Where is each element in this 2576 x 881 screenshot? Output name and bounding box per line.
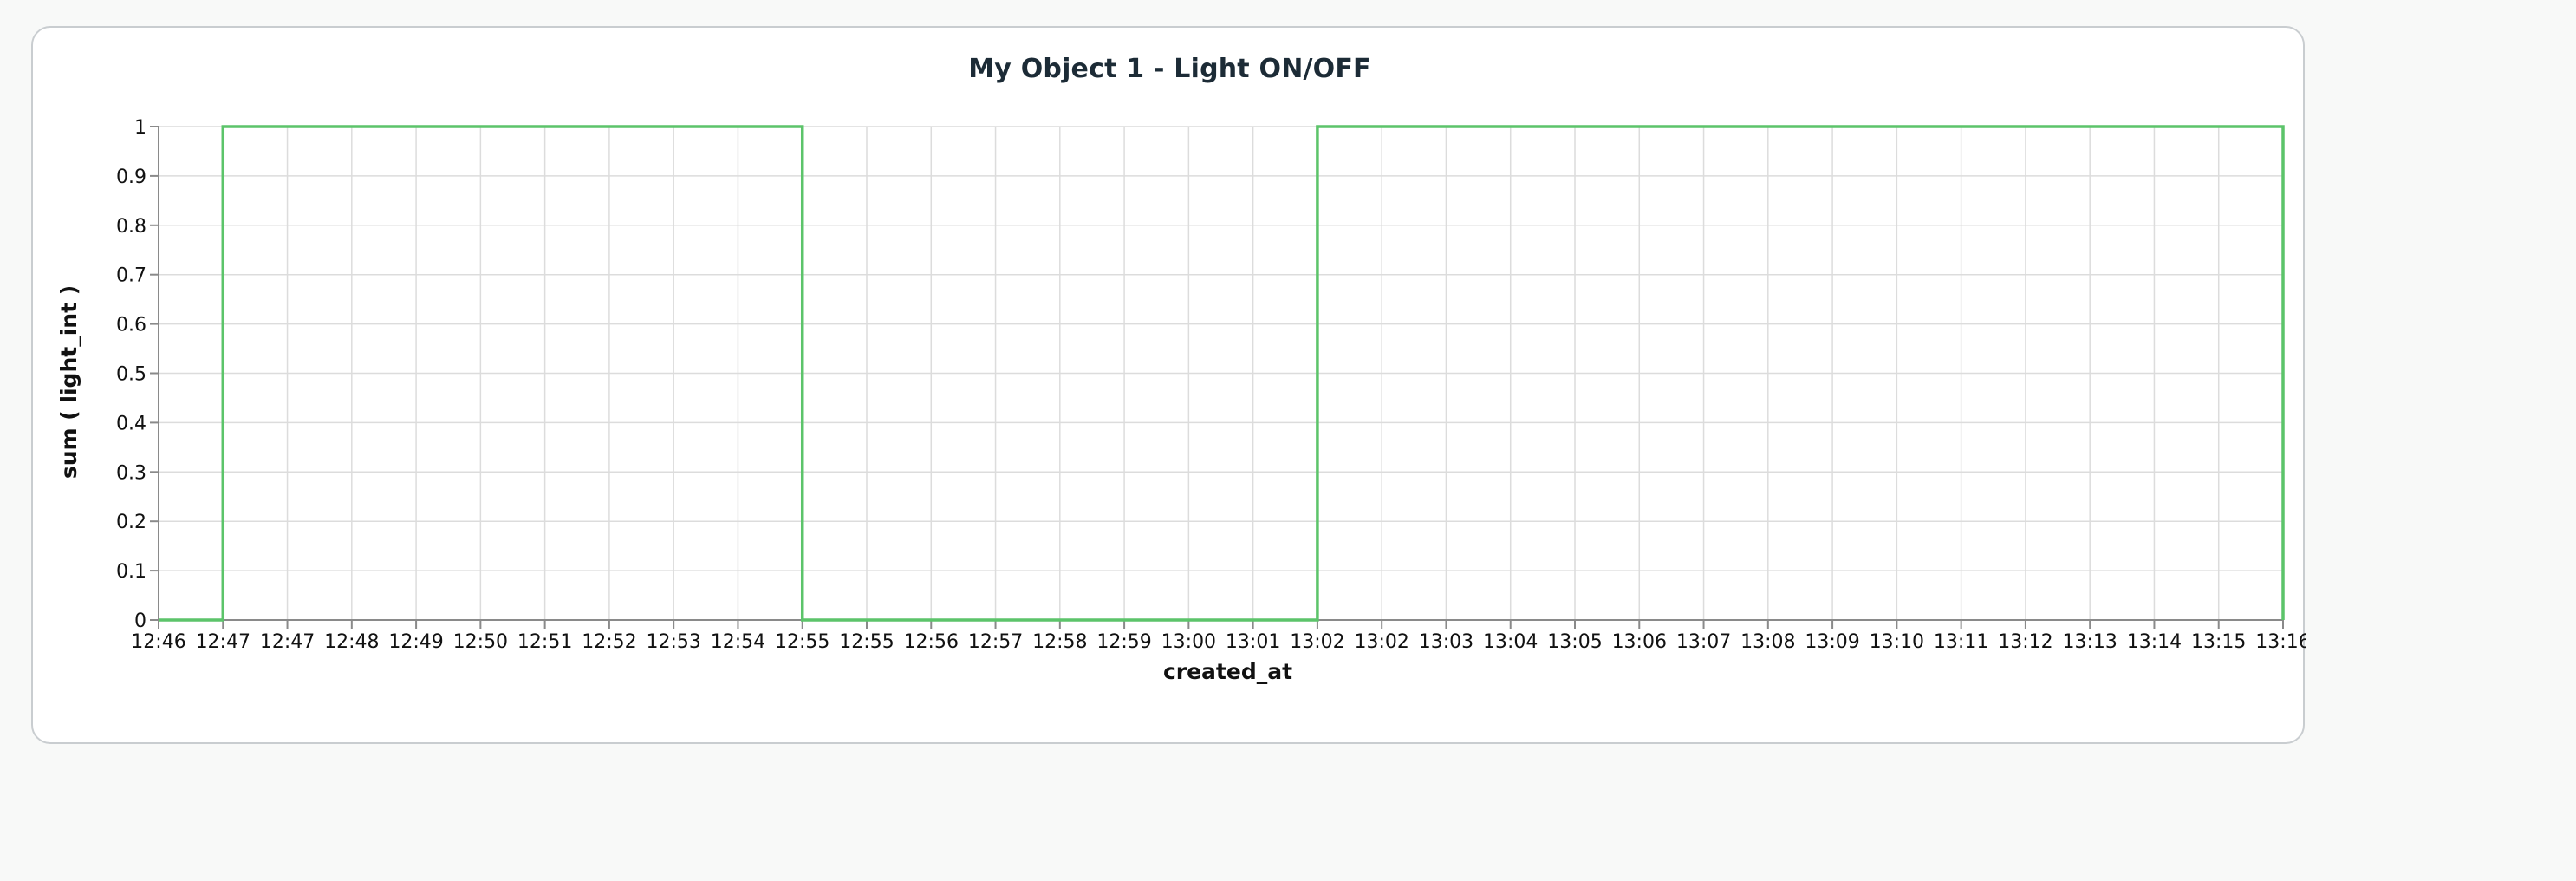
x-tick-label: 13:03 — [1419, 631, 1473, 653]
x-tick-label: 13:05 — [1547, 631, 1602, 653]
x-tick-label: 13:13 — [2062, 631, 2117, 653]
y-tick-label: 0.9 — [116, 166, 146, 188]
x-axis-title: created_at — [1163, 659, 1292, 684]
x-tick-label: 13:09 — [1805, 631, 1859, 653]
x-tick-label: 13:02 — [1354, 631, 1408, 653]
y-tick-label: 0.8 — [116, 216, 146, 238]
line-chart: 0 0.1 0.2 0.3 0.4 0.5 0.6 0.7 0.8 0.9 1 12:46 12:47 1… — [56, 117, 2306, 684]
y-tick-label: 0.5 — [116, 364, 146, 386]
x-tick-label: 13:12 — [1998, 631, 2052, 653]
chart-card: My Object 1 - Light ON/OFF 0 0.1 0.2 0.3 0.4… — [31, 26, 2306, 744]
x-tick-label: 12:56 — [904, 631, 959, 653]
y-tick-label: 0 — [134, 610, 146, 632]
x-tick-label: 12:47 — [260, 631, 315, 653]
x-tick-label: 13:15 — [2191, 631, 2246, 653]
x-tick-label: 13:00 — [1161, 631, 1216, 653]
y-tick-label: 0.6 — [116, 315, 146, 336]
x-tick-label: 12:46 — [131, 631, 185, 653]
y-tick-label: 0.2 — [116, 512, 146, 533]
x-tick-label: 13:16 — [2255, 631, 2306, 653]
x-tick-label: 12:51 — [517, 631, 572, 653]
y-tick-label: 0.1 — [116, 561, 146, 583]
x-tick-label: 12:55 — [775, 631, 829, 653]
x-tick-label: 12:52 — [582, 631, 636, 653]
y-tick-label: 1 — [134, 117, 146, 139]
y-axis-title: sum ( light_int ) — [56, 285, 81, 479]
x-tick-label: 13:11 — [1934, 631, 1988, 653]
x-tick-label: 13:07 — [1676, 631, 1731, 653]
x-tick-label: 12:47 — [196, 631, 250, 653]
x-tick-label: 12:55 — [839, 631, 894, 653]
x-tick-label: 13:04 — [1483, 631, 1538, 653]
x-tick-label: 13:10 — [1870, 631, 1924, 653]
series-line — [159, 125, 2285, 622]
x-tick-label: 12:58 — [1032, 631, 1087, 653]
x-tick-label: 12:49 — [388, 631, 443, 653]
x-tick-label: 12:53 — [646, 631, 700, 653]
chart-title: My Object 1 - Light ON/OFF — [968, 54, 1371, 84]
x-tick-label: 13:01 — [1226, 631, 1280, 653]
x-tick-label: 13:06 — [1612, 631, 1667, 653]
x-tick-label: 12:57 — [968, 631, 1023, 653]
x-tick-label: 12:59 — [1096, 631, 1151, 653]
x-tick-label: 12:48 — [324, 631, 379, 653]
x-tick-label: 12:50 — [453, 631, 508, 653]
y-tick-label: 0.7 — [116, 265, 146, 287]
x-tick-label: 12:54 — [711, 631, 765, 653]
y-tick-label: 0.4 — [116, 413, 146, 434]
x-tick-label: 13:02 — [1290, 631, 1344, 653]
x-tick-label: 13:08 — [1740, 631, 1795, 653]
y-tick-label: 0.3 — [116, 462, 146, 484]
x-tick-label: 13:14 — [2127, 631, 2182, 653]
